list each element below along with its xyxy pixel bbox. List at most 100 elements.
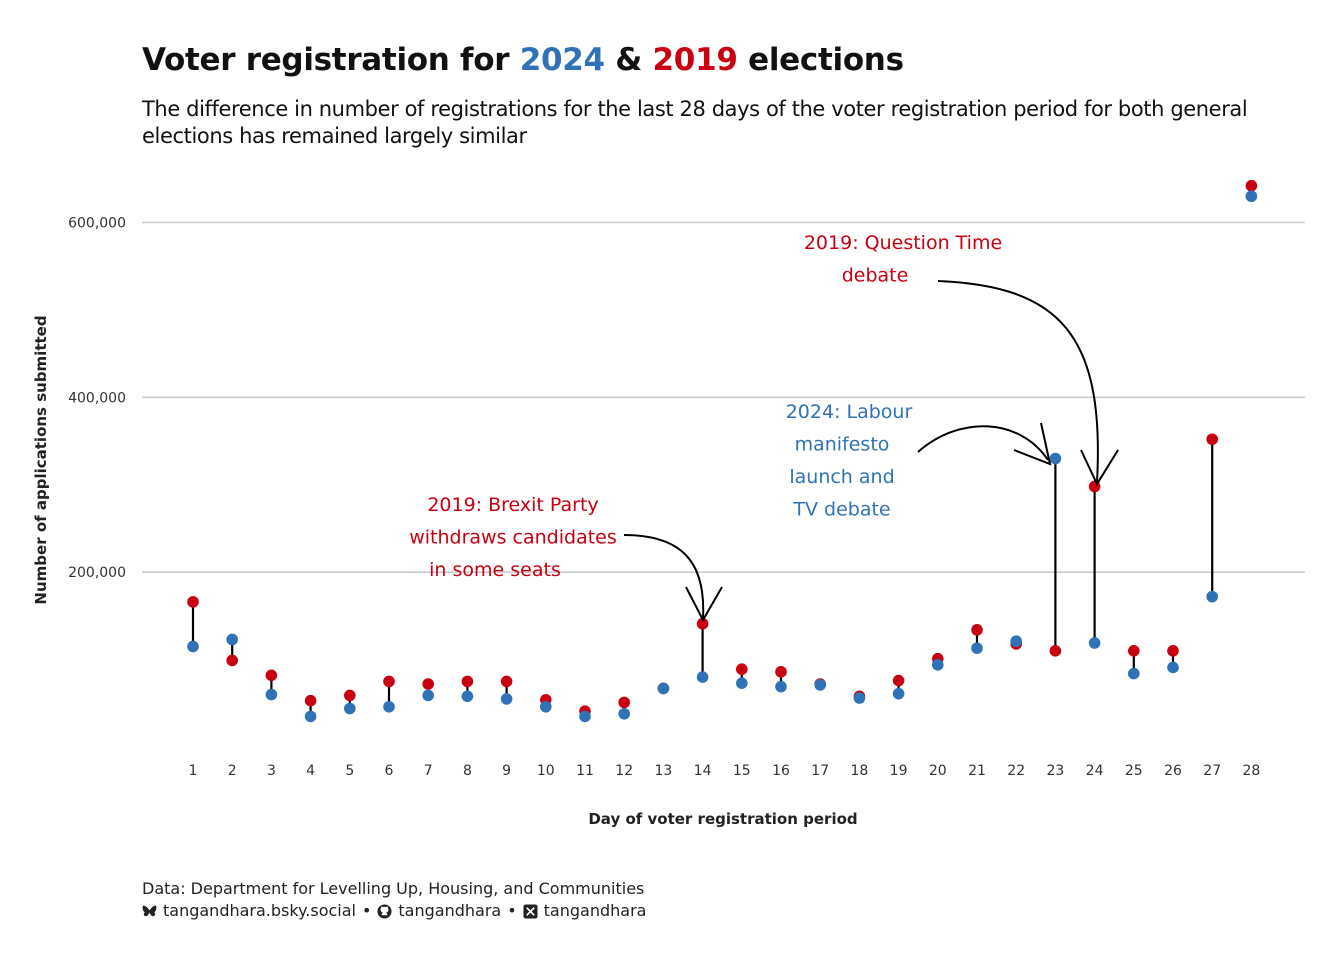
annotation-text: manifesto xyxy=(795,434,890,456)
point-2024 xyxy=(736,677,748,689)
point-2019 xyxy=(461,675,474,688)
x-tick-label: 13 xyxy=(654,763,672,779)
x-tick-label: 27 xyxy=(1203,763,1221,779)
y-tick-label: 200,000 xyxy=(68,565,126,581)
annotation-text: 2019: Brexit Party xyxy=(427,494,598,516)
bluesky-handle: tangandhara.bsky.social xyxy=(163,901,356,920)
x-tick-label: 17 xyxy=(811,763,829,779)
x-tick-label: 24 xyxy=(1086,763,1104,779)
x-tick-label: 19 xyxy=(890,763,908,779)
point-2024 xyxy=(1167,661,1179,674)
point-2019 xyxy=(736,663,748,675)
point-2024 xyxy=(383,700,395,713)
point-2024 xyxy=(579,710,591,723)
title-middle: & xyxy=(604,42,653,78)
point-2019 xyxy=(187,596,199,608)
y-tick-label: 600,000 xyxy=(68,215,126,231)
x-tick-label: 23 xyxy=(1046,763,1064,779)
annotation-arrow xyxy=(937,280,1099,483)
annotation-arrow xyxy=(917,425,1049,461)
point-2024 xyxy=(1010,635,1022,648)
chart-subtitle: The difference in number of registration… xyxy=(142,97,1248,148)
x-tick-label: 7 xyxy=(424,763,433,779)
point-2024 xyxy=(814,679,826,691)
point-2019 xyxy=(265,669,278,682)
point-2024 xyxy=(344,702,356,715)
x-tick-label: 20 xyxy=(929,763,947,779)
butterfly-icon xyxy=(142,905,157,916)
x-tick-label: 25 xyxy=(1125,763,1143,779)
point-2024 xyxy=(971,642,983,655)
x-tick-label: 6 xyxy=(385,763,394,779)
point-2024 xyxy=(226,633,238,646)
x-tick-label: 16 xyxy=(772,763,790,779)
point-2019 xyxy=(892,674,905,687)
x-axis-title: Day of voter registration period xyxy=(588,810,857,828)
point-2024 xyxy=(657,682,670,695)
point-2019 xyxy=(383,675,395,688)
x-tick-label: 8 xyxy=(463,763,472,779)
caption-social: tangandhara.bsky.social • tangandhara • … xyxy=(142,900,646,922)
github-handle: tangandhara xyxy=(398,901,502,920)
x-tick-label: 10 xyxy=(537,763,555,779)
point-2024 xyxy=(500,693,513,705)
point-2024 xyxy=(540,700,552,713)
annotation-text: launch and xyxy=(789,466,894,488)
x-tick-label: 15 xyxy=(733,763,751,779)
annotation-arrowhead xyxy=(1080,449,1119,487)
x-tick-label: 11 xyxy=(576,763,594,779)
annotations: 2019: Brexit Party withdraws candidates in… xyxy=(409,232,1119,623)
point-2019 xyxy=(1245,179,1258,192)
point-2024 xyxy=(1128,667,1140,680)
point-2024 xyxy=(775,680,787,693)
x-tick-label: 4 xyxy=(306,763,315,779)
annotation-text: TV debate xyxy=(792,499,890,521)
caption-source: Data: Department for Levelling Up, Housi… xyxy=(142,879,645,898)
point-2024 xyxy=(461,690,474,703)
x-tick-label: 22 xyxy=(1007,763,1025,779)
x-tick-label: 3 xyxy=(267,763,276,779)
point-2024 xyxy=(265,688,278,701)
grid-lines xyxy=(142,221,1305,573)
annotation-text: debate xyxy=(842,265,909,287)
annotation-arrowhead xyxy=(685,586,723,623)
point-2024 xyxy=(187,640,199,653)
github-icon xyxy=(377,903,392,919)
x-tick-label: 1 xyxy=(189,763,198,779)
point-2024 xyxy=(618,707,630,720)
point-2019 xyxy=(971,624,983,636)
data-points xyxy=(187,179,1258,723)
caption-separator: • xyxy=(361,901,372,920)
annotation-arrow xyxy=(623,534,705,619)
point-2024 xyxy=(932,659,944,671)
x-tick-label: 12 xyxy=(615,763,633,779)
point-2019 xyxy=(500,675,513,688)
point-2024 xyxy=(1206,590,1218,603)
x-logo-icon xyxy=(523,903,538,919)
point-2019 xyxy=(1167,645,1179,657)
point-2024 xyxy=(696,671,709,683)
point-2019 xyxy=(304,694,317,707)
y-tick-label: 400,000 xyxy=(68,390,126,406)
x-tick-label: 26 xyxy=(1164,763,1182,779)
title-year-2024: 2024 xyxy=(519,42,605,78)
x-tick-labels: 1 2 3 4 5 6 7 8 9 10 11 12 13 14 15 16 17 18 19 20 21 22 23 24 2… xyxy=(189,763,1261,779)
point-2024 xyxy=(422,689,435,702)
point-2024 xyxy=(1088,637,1101,649)
x-handle: tangandhara xyxy=(543,901,647,920)
x-tick-label: 2 xyxy=(228,763,237,779)
point-2024 xyxy=(853,692,866,704)
point-2019 xyxy=(1128,645,1140,657)
point-2019 xyxy=(422,678,435,690)
annotation-text: 2019: Question Time xyxy=(804,232,1002,254)
annotation-text: 2024: Labour xyxy=(786,401,913,423)
point-2019 xyxy=(696,617,709,630)
point-2024 xyxy=(304,710,317,723)
point-2019 xyxy=(775,666,787,678)
title-suffix: elections xyxy=(737,42,904,78)
x-tick-label: 28 xyxy=(1242,763,1260,779)
caption-separator: • xyxy=(507,901,517,920)
y-axis-title: Number of applications submitted xyxy=(32,315,50,604)
point-2024 xyxy=(1049,452,1062,465)
